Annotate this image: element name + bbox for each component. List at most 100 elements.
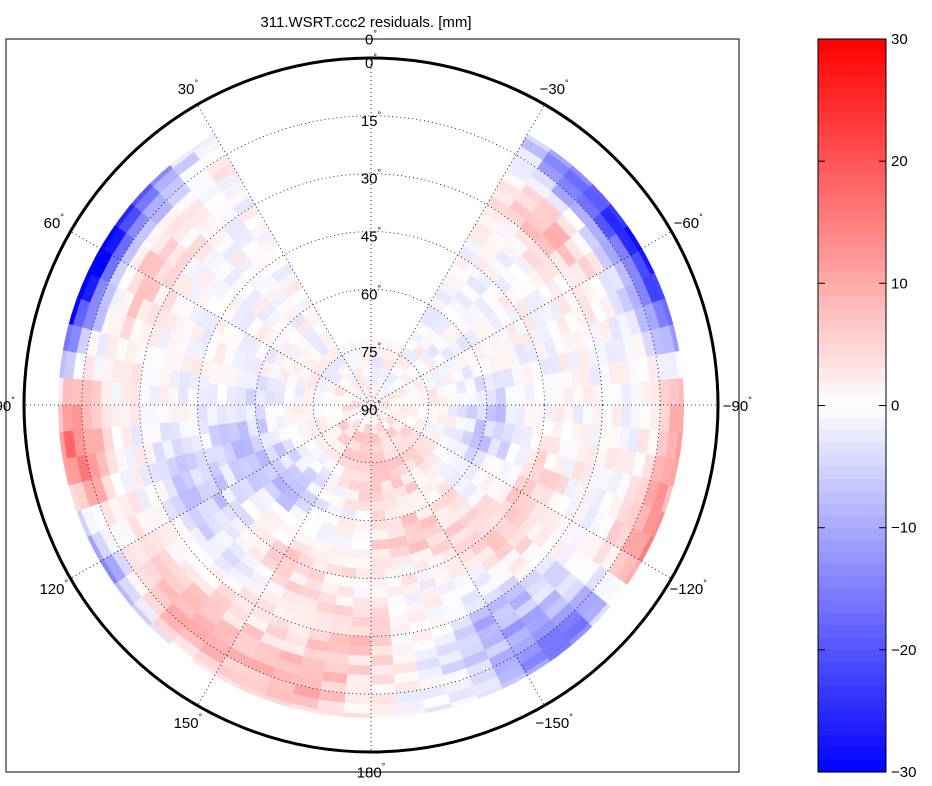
heat-cell <box>216 404 229 426</box>
elevation-ring <box>139 173 603 637</box>
heat-cell <box>254 389 267 406</box>
colorbar-step <box>818 662 886 675</box>
colorbar-step <box>818 735 886 749</box>
elevation-ring <box>254 288 488 522</box>
colorbar-step <box>818 515 886 529</box>
colorbar-tick-label: 30 <box>891 31 908 48</box>
heat-cell <box>370 509 387 522</box>
heat-cell <box>359 481 372 493</box>
heat-cell <box>360 471 372 483</box>
colorbar-step <box>818 454 886 468</box>
elevation-label: 75° <box>361 341 382 361</box>
colorbar-step <box>818 539 886 553</box>
colorbar-step <box>818 429 886 443</box>
heat-cell <box>370 654 395 666</box>
heat-cell <box>216 384 229 406</box>
colorbar-step <box>818 576 886 590</box>
heat-cell <box>620 381 632 406</box>
heat-cell <box>370 673 396 685</box>
heat-cell <box>475 404 488 421</box>
colorbar-step <box>818 625 886 639</box>
colorbar-ticks: 30 20 10 0 −10 −20 −30 <box>818 31 916 781</box>
colorbar-step <box>818 588 886 602</box>
heat-cell <box>370 615 391 628</box>
heat-cell <box>353 596 372 608</box>
heat-cell <box>348 644 372 656</box>
heat-cell <box>100 404 113 429</box>
heat-cell <box>312 389 325 406</box>
heat-cell <box>345 683 372 695</box>
colorbar-step <box>818 710 886 724</box>
heat-cell <box>466 404 478 420</box>
heat-cell <box>370 471 382 483</box>
heat-cell <box>158 386 170 406</box>
heat-cell <box>370 557 393 570</box>
heat-cell <box>456 392 468 406</box>
heat-cell <box>572 404 584 424</box>
heat-cell <box>81 404 93 431</box>
heat-cell <box>177 404 189 423</box>
heat-cell <box>351 615 372 628</box>
heat-cell <box>148 404 161 425</box>
colorbar-step <box>818 307 886 321</box>
heat-cell <box>91 380 103 406</box>
heat-cell <box>274 404 286 418</box>
heat-cell <box>572 386 584 406</box>
colorbar-step <box>818 295 886 309</box>
colorbar-step <box>818 222 886 236</box>
heat-cell <box>370 644 394 656</box>
azimuth-label: 150° <box>174 712 203 732</box>
heat-cell <box>353 528 372 541</box>
heat-cell <box>355 567 372 579</box>
heat-cell <box>110 404 122 429</box>
heat-cell <box>370 528 389 541</box>
colorbar-tick-label: 10 <box>891 275 908 292</box>
heat-cell <box>139 384 151 406</box>
azimuth-label: 180° <box>357 761 386 781</box>
elevation-ring <box>312 346 430 464</box>
heat-cell <box>358 490 372 502</box>
azimuth-label: −90° <box>723 395 752 415</box>
heat-cell <box>533 389 545 406</box>
heat-cell <box>370 606 390 618</box>
heat-cell <box>610 382 622 406</box>
polar-labels: 0°30°60°90°120°150°180°−150°−120°−90°−60… <box>0 29 752 782</box>
colorbar-step <box>818 246 886 260</box>
colorbar-step <box>818 136 886 150</box>
heat-cell <box>71 404 84 432</box>
heat-cell <box>629 381 642 406</box>
heat-cell <box>344 692 372 705</box>
heat-cell <box>120 404 132 428</box>
heat-cell <box>494 404 507 423</box>
colorbar-step <box>818 258 886 272</box>
heat-cell <box>370 547 392 560</box>
heat-cell <box>346 673 372 685</box>
colorbar-tick-label: 0 <box>891 398 899 415</box>
heat-cell <box>370 625 392 637</box>
elevation-label: 45° <box>361 226 382 246</box>
colorbar-step <box>818 148 886 162</box>
heat-cell <box>226 385 238 406</box>
colorbar-step <box>818 527 886 541</box>
heat-cell <box>649 404 661 431</box>
heat-cell <box>513 404 526 426</box>
heat-cell <box>513 384 526 406</box>
heat-cell <box>370 500 386 512</box>
heat-cell <box>523 383 536 406</box>
heat-cell <box>601 383 613 406</box>
heat-cell <box>610 404 622 428</box>
colorbar-step <box>818 234 886 248</box>
heat-cell <box>407 404 420 418</box>
heat-cell <box>355 451 372 464</box>
heat-cell <box>649 379 661 406</box>
heat-cell <box>352 606 372 618</box>
colorbar-step <box>818 698 886 712</box>
heat-cell <box>668 404 680 433</box>
colorbar-tick-label: −30 <box>891 764 916 781</box>
heat-cell <box>353 587 372 599</box>
heat-cell <box>370 577 388 589</box>
colorbar-gradient <box>818 39 886 773</box>
heat-cell <box>370 538 391 550</box>
heat-cell <box>562 404 574 423</box>
heat-cell <box>581 385 594 406</box>
